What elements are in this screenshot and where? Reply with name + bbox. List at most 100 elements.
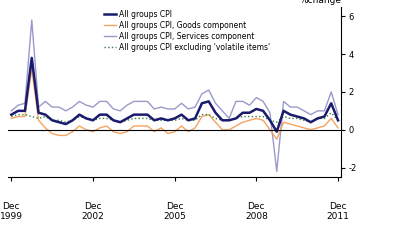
All groups CPI, Services component xyxy=(247,104,252,106)
All groups CPI xyxy=(281,109,286,112)
All groups CPI xyxy=(64,123,68,126)
All groups CPI xyxy=(240,111,245,114)
All groups CPI excluding 'volatile items' xyxy=(131,117,136,120)
All groups CPI, Services component xyxy=(57,106,62,109)
All groups CPI xyxy=(23,109,27,112)
All groups CPI excluding 'volatile items' xyxy=(247,115,252,118)
All groups CPI excluding 'volatile items' xyxy=(172,119,177,122)
All groups CPI, Goods component xyxy=(274,138,279,141)
All groups CPI, Goods component xyxy=(23,115,27,118)
All groups CPI, Services component xyxy=(233,100,238,103)
All groups CPI xyxy=(172,117,177,120)
All groups CPI excluding 'volatile items' xyxy=(295,117,300,120)
All groups CPI excluding 'volatile items' xyxy=(64,121,68,123)
Text: Dec
2011: Dec 2011 xyxy=(327,202,349,222)
All groups CPI, Goods component xyxy=(288,123,293,126)
All groups CPI excluding 'volatile items' xyxy=(118,121,123,123)
All groups CPI, Services component xyxy=(179,102,184,105)
All groups CPI excluding 'volatile items' xyxy=(281,115,286,118)
All groups CPI excluding 'volatile items' xyxy=(233,117,238,120)
All groups CPI, Goods component xyxy=(145,125,150,127)
All groups CPI xyxy=(97,113,102,116)
All groups CPI, Services component xyxy=(145,100,150,103)
All groups CPI excluding 'volatile items' xyxy=(125,119,129,122)
All groups CPI excluding 'volatile items' xyxy=(50,119,54,122)
All groups CPI, Services component xyxy=(193,106,197,109)
All groups CPI, Services component xyxy=(254,96,259,99)
All groups CPI xyxy=(233,117,238,120)
All groups CPI, Goods component xyxy=(281,121,286,123)
All groups CPI, Services component xyxy=(220,109,225,112)
All groups CPI, Services component xyxy=(84,104,89,106)
All groups CPI excluding 'volatile items' xyxy=(274,121,279,123)
All groups CPI, Goods component xyxy=(118,132,123,135)
All groups CPI xyxy=(302,117,306,120)
All groups CPI excluding 'volatile items' xyxy=(16,113,21,116)
All groups CPI excluding 'volatile items' xyxy=(220,119,225,122)
All groups CPI xyxy=(227,119,231,122)
All groups CPI excluding 'volatile items' xyxy=(329,111,333,114)
All groups CPI xyxy=(118,121,123,123)
All groups CPI excluding 'volatile items' xyxy=(302,119,306,122)
All groups CPI xyxy=(308,121,313,123)
All groups CPI, Goods component xyxy=(322,125,327,127)
All groups CPI excluding 'volatile items' xyxy=(104,117,109,120)
All groups CPI, Services component xyxy=(308,113,313,116)
All groups CPI excluding 'volatile items' xyxy=(43,115,48,118)
All groups CPI xyxy=(186,119,191,122)
All groups CPI xyxy=(315,117,320,120)
All groups CPI xyxy=(138,113,143,116)
All groups CPI excluding 'volatile items' xyxy=(335,119,340,122)
All groups CPI, Goods component xyxy=(206,113,211,116)
All groups CPI, Services component xyxy=(36,106,41,109)
All groups CPI excluding 'volatile items' xyxy=(227,119,231,122)
All groups CPI xyxy=(131,113,136,116)
All groups CPI, Services component xyxy=(77,100,82,103)
All groups CPI, Services component xyxy=(50,106,54,109)
All groups CPI xyxy=(200,102,204,105)
All groups CPI xyxy=(335,119,340,122)
All groups CPI, Goods component xyxy=(84,128,89,131)
All groups CPI, Goods component xyxy=(138,125,143,127)
Line: All groups CPI: All groups CPI xyxy=(12,58,338,132)
All groups CPI xyxy=(57,121,62,123)
All groups CPI, Services component xyxy=(172,108,177,110)
All groups CPI, Services component xyxy=(288,106,293,109)
All groups CPI, Services component xyxy=(111,108,116,110)
All groups CPI, Services component xyxy=(70,106,75,109)
All groups CPI, Goods component xyxy=(227,128,231,131)
All groups CPI xyxy=(329,102,333,105)
All groups CPI, Goods component xyxy=(179,125,184,127)
All groups CPI, Goods component xyxy=(111,130,116,133)
All groups CPI, Goods component xyxy=(104,125,109,127)
All groups CPI excluding 'volatile items' xyxy=(29,115,34,118)
All groups CPI, Goods component xyxy=(302,126,306,129)
All groups CPI, Services component xyxy=(302,109,306,112)
All groups CPI, Goods component xyxy=(36,119,41,122)
All groups CPI xyxy=(77,113,82,116)
All groups CPI xyxy=(213,111,218,114)
All groups CPI xyxy=(91,119,95,122)
All groups CPI, Goods component xyxy=(77,125,82,127)
All groups CPI, Goods component xyxy=(70,130,75,133)
All groups CPI, Goods component xyxy=(254,117,259,120)
All groups CPI, Services component xyxy=(227,117,231,120)
All groups CPI, Goods component xyxy=(335,126,340,129)
All groups CPI xyxy=(104,113,109,116)
All groups CPI, Goods component xyxy=(29,68,34,71)
All groups CPI excluding 'volatile items' xyxy=(200,113,204,116)
All groups CPI xyxy=(268,119,272,122)
All groups CPI excluding 'volatile items' xyxy=(111,119,116,122)
All groups CPI xyxy=(29,57,34,59)
All groups CPI excluding 'volatile items' xyxy=(152,119,157,122)
All groups CPI, Services component xyxy=(118,109,123,112)
All groups CPI, Goods component xyxy=(50,132,54,135)
All groups CPI, Services component xyxy=(16,104,21,106)
All groups CPI excluding 'volatile items' xyxy=(166,119,170,122)
All groups CPI, Services component xyxy=(200,92,204,95)
All groups CPI, Services component xyxy=(166,108,170,110)
All groups CPI xyxy=(322,115,327,118)
All groups CPI, Services component xyxy=(97,100,102,103)
All groups CPI xyxy=(274,130,279,133)
All groups CPI, Services component xyxy=(329,91,333,93)
